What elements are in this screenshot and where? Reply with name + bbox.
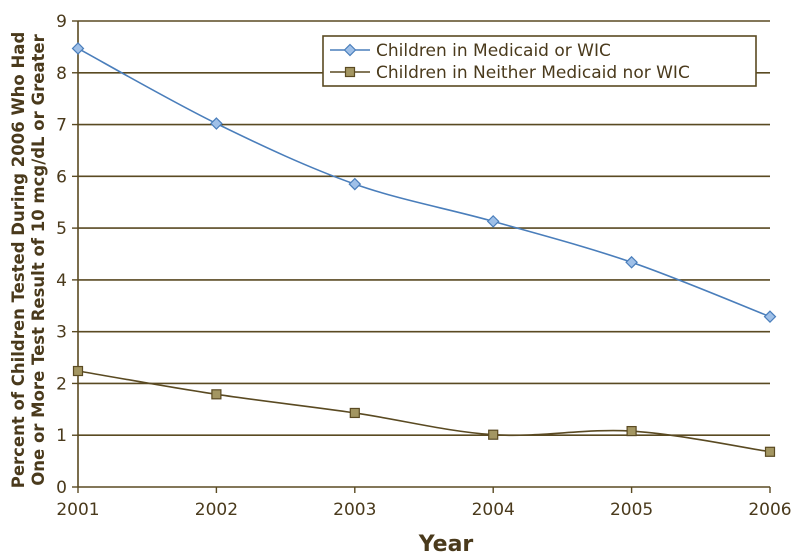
x-tick-label: 2002 <box>195 500 238 520</box>
y-tick-label: 7 <box>56 116 67 136</box>
data-point-square <box>764 446 776 457</box>
x-tick-label: 2006 <box>748 500 791 520</box>
y-tick-label: 4 <box>56 271 67 291</box>
data-point-diamond <box>348 177 362 191</box>
data-point-square <box>626 425 637 437</box>
series-2 <box>72 365 776 457</box>
y-tick-label: 0 <box>56 478 67 498</box>
x-tick-label: 2003 <box>333 500 376 520</box>
y-tick-label: 3 <box>56 323 67 343</box>
data-point-diamond <box>210 117 223 130</box>
y-axis-title: Percent of Children Tested During 2006 W… <box>9 32 48 489</box>
data-point-diamond <box>625 255 638 269</box>
series-group <box>71 42 777 457</box>
y-tick-labels: 0 1 2 3 4 5 6 7 8 9 <box>56 12 78 498</box>
y-tick-label: 1 <box>56 426 67 446</box>
x-tick-label: 2001 <box>56 500 99 520</box>
data-point-square <box>211 389 222 400</box>
data-point-diamond <box>486 215 500 228</box>
data-point-diamond <box>763 310 777 323</box>
x-axis-title: Year <box>418 532 474 554</box>
y-tick-label: 2 <box>56 374 67 394</box>
data-point-diamond <box>71 42 85 55</box>
data-point-square <box>72 365 84 377</box>
legend-box <box>322 35 757 87</box>
legend-item-1: Children in Medicaid or WIC <box>330 41 611 61</box>
x-tick-label: 2004 <box>472 500 515 520</box>
legend-label: Children in Medicaid or WIC <box>376 41 611 61</box>
data-point-square <box>488 429 499 440</box>
y-tick-label: 6 <box>56 167 67 187</box>
series-line <box>77 370 771 453</box>
y-tick-label: 5 <box>56 219 67 239</box>
x-tick-labels: 2001 2002 2003 2004 2005 2006 <box>56 487 792 520</box>
axes <box>77 21 770 488</box>
series-1 <box>71 42 777 323</box>
gridlines <box>78 20 770 437</box>
y-axis-title-line-2: One or More Test Result of 10 mcg/dL or … <box>29 33 48 485</box>
data-point-square <box>344 66 356 78</box>
legend-label: Children in Neither Medicaid nor WIC <box>376 63 690 83</box>
data-point-diamond <box>343 43 357 57</box>
x-tick-label: 2005 <box>610 500 653 520</box>
y-tick-label: 8 <box>56 64 67 84</box>
legend-item-2: Children in Neither Medicaid nor WIC <box>330 63 690 83</box>
data-point-square <box>349 407 360 419</box>
y-tick-label: 9 <box>56 12 67 32</box>
series-line <box>77 47 771 318</box>
y-axis-title-line-1: Percent of Children Tested During 2006 W… <box>9 32 28 489</box>
